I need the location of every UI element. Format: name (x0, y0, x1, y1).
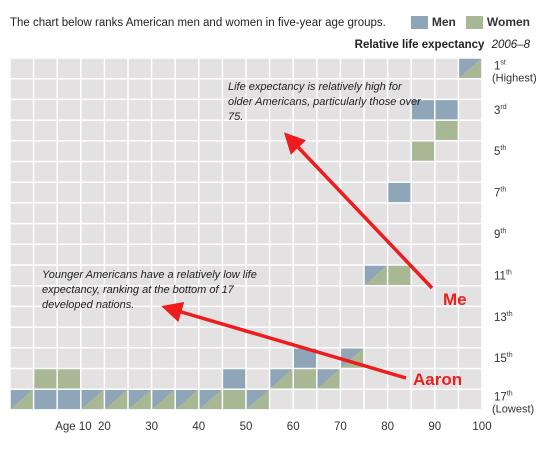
chart-title: Relative life expectancy 2006–8 (355, 39, 530, 51)
x-tick-label-40: 40 (192, 421, 205, 433)
y-rank-label-11: 11th (494, 269, 512, 282)
cell-men-80-84 (387, 182, 412, 203)
legend: Men Women (410, 15, 530, 29)
x-tick-label-20: 20 (98, 421, 111, 433)
svg-text:9th: 9th (494, 228, 506, 241)
cell-women-5-9 (33, 368, 58, 390)
cell-women-65-69 (316, 368, 341, 390)
cell-men-60-64 (293, 347, 317, 369)
x-tick-label-80: 80 (381, 421, 394, 433)
cell-women-85-89 (411, 140, 435, 162)
svg-text:(Highest): (Highest) (492, 72, 537, 84)
cell-men-15-19 (80, 389, 105, 410)
chart-title-main: Relative life expectancy (354, 39, 485, 51)
cell-men-55-59 (269, 368, 294, 390)
svg-text:15th: 15th (494, 352, 513, 365)
y-rank-label-17: 17th(Lowest) (492, 391, 534, 416)
x-tick-label-30: 30 (145, 421, 158, 433)
legend-men-swatch (410, 15, 428, 29)
svg-text:1st: 1st (494, 59, 506, 72)
cell-men-5-9 (33, 389, 58, 410)
svg-text:17th: 17th (494, 391, 513, 404)
cell-men-90-94 (434, 99, 459, 121)
annotation-younger: Younger Americans have a relatively low … (42, 269, 257, 311)
cell-women-55-59 (269, 368, 294, 390)
arrow-aaron (161, 301, 407, 380)
cell-women-75-79 (364, 265, 388, 286)
svg-text:(Lowest): (Lowest) (492, 404, 534, 416)
cell-women-80-84 (387, 265, 412, 286)
cell-women-0-4 (10, 389, 34, 410)
cell-women-30-34 (151, 389, 176, 410)
cell-women-50-54 (246, 389, 270, 410)
x-tick-label-10: Age 10 (55, 421, 91, 433)
x-tick-label-90: 90 (428, 421, 441, 433)
callout-me: Me (443, 290, 467, 309)
cell-men-75-79 (364, 265, 388, 286)
cell-men-65-69 (316, 368, 341, 390)
cell-men-10-14 (57, 389, 81, 410)
annotation-older: Life expectancy is relatively high for o… (228, 81, 421, 123)
svg-text:7th: 7th (494, 187, 506, 200)
y-rank-label-3: 3rd (494, 104, 507, 117)
cell-men-20-24 (104, 389, 128, 410)
cell-men-70-74 (340, 347, 364, 369)
cell-men-45-49 (222, 368, 246, 390)
y-rank-label-1: 1st(Highest) (492, 59, 537, 84)
legend-women: Women (465, 15, 530, 29)
cell-women-15-19 (80, 389, 105, 410)
y-rank-label-5: 5th (494, 145, 506, 158)
callout-aaron: Aaron (413, 370, 463, 389)
legend-women-label: Women (486, 15, 530, 29)
svg-text:3rd: 3rd (494, 104, 507, 117)
cell-women-35-39 (175, 389, 199, 410)
cell-women-25-29 (128, 389, 152, 410)
legend-women-swatch (465, 15, 483, 29)
cell-men-40-44 (198, 389, 223, 410)
cell-men-35-39 (175, 389, 199, 410)
y-rank-label-13: 13th (494, 311, 513, 324)
cell-men-50-54 (246, 389, 270, 410)
x-tick-label-70: 70 (334, 421, 347, 433)
cell-women-45-49 (222, 389, 246, 410)
svg-text:5th: 5th (494, 145, 506, 158)
legend-men-label: Men (431, 15, 456, 29)
cell-women-95-99 (458, 58, 482, 79)
cell-women-40-44 (198, 389, 223, 410)
cell-men-30-34 (151, 389, 176, 410)
cell-men-25-29 (128, 389, 152, 410)
svg-text:11th: 11th (494, 269, 512, 282)
cell-women-60-64 (293, 368, 317, 390)
y-rank-label-15: 15th (494, 352, 513, 365)
cell-men-85-89 (411, 99, 435, 121)
legend-men: Men (410, 15, 456, 29)
cell-women-90-94 (434, 120, 459, 141)
cell-men-95-99 (458, 58, 482, 79)
x-tick-label-100: 100 (472, 421, 491, 433)
y-rank-label-9: 9th (494, 228, 506, 241)
y-rank-label-7: 7th (494, 187, 506, 200)
cell-women-10-14 (57, 368, 81, 390)
x-tick-label-60: 60 (287, 421, 300, 433)
cell-men-0-4 (10, 389, 34, 410)
cell-women-20-24 (104, 389, 128, 410)
intro-text: The chart below ranks American men and w… (10, 17, 386, 29)
chart-title-years: 2006–8 (491, 39, 530, 51)
arrow-me (283, 132, 434, 290)
svg-text:13th: 13th (494, 311, 513, 324)
x-tick-label-50: 50 (240, 421, 253, 433)
